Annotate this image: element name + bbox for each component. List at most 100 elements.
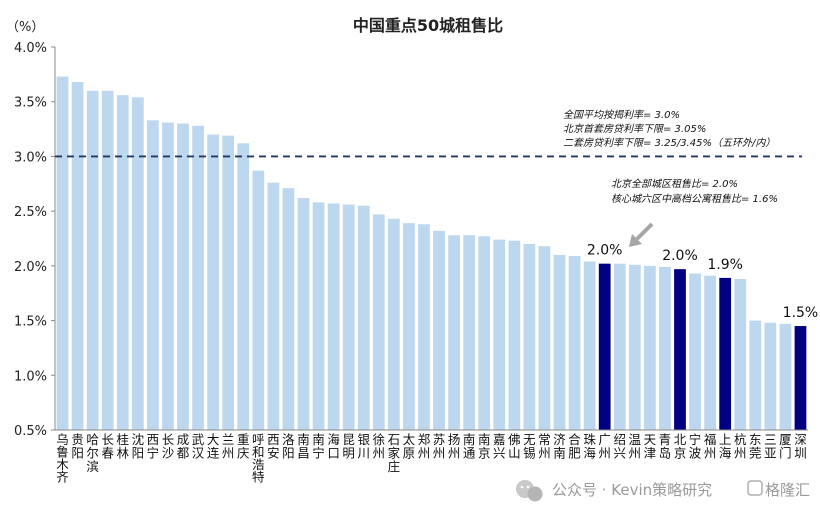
bar-东莞 xyxy=(749,320,762,430)
x-tick-label: 大连 xyxy=(207,432,220,461)
bar-常州 xyxy=(538,246,551,430)
x-tick-label: 杭州 xyxy=(734,432,747,461)
x-tick-label: 郑州 xyxy=(418,432,431,461)
logo-text: 格隆汇 xyxy=(765,481,810,499)
bar-大连 xyxy=(207,134,220,431)
x-tick-label: 徐州 xyxy=(373,432,386,461)
x-tick-label: 济南 xyxy=(553,432,566,461)
bar-昆明 xyxy=(342,204,355,430)
bar-三亚 xyxy=(764,322,777,430)
bar-佛山 xyxy=(508,240,521,430)
watermark: 公众号 · Kevin策略研究 格隆汇 xyxy=(516,480,810,502)
x-tick-label: 天津 xyxy=(644,432,657,461)
bar-福州 xyxy=(704,275,716,430)
bar-济南 xyxy=(553,254,566,430)
y-tick-label: 3.0% xyxy=(14,150,47,165)
x-tick-label: 沈阳 xyxy=(132,432,145,461)
x-tick-label: 宁波 xyxy=(689,432,702,461)
x-tick-label: 南京 xyxy=(478,432,491,461)
y-tick-label: 2.0% xyxy=(14,260,47,275)
x-tick-label: 呼和浩特 xyxy=(252,432,265,485)
bar-兰州 xyxy=(222,135,235,430)
bar-郑州 xyxy=(418,224,430,430)
watermark-text: 公众号 · Kevin策略研究 xyxy=(552,481,712,499)
bar-贵阳 xyxy=(71,82,84,431)
bar-宁波 xyxy=(689,273,701,430)
bar-徐州 xyxy=(372,214,385,430)
x-tick-label: 长沙 xyxy=(162,432,175,461)
x-tick-label: 合肥 xyxy=(568,432,581,461)
bar-series xyxy=(55,76,808,431)
bar-厦门 xyxy=(779,323,792,430)
bar-北京 xyxy=(674,269,686,430)
x-tick-label: 兰州 xyxy=(222,432,235,461)
x-tick-label: 重庆 xyxy=(237,432,250,461)
bar-太原 xyxy=(403,223,415,430)
y-axis-unit-label: （%） xyxy=(6,20,44,35)
x-tick-label: 东莞 xyxy=(749,432,762,461)
x-tick-label: 无锡 xyxy=(523,432,536,461)
x-tick-label: 佛山 xyxy=(508,432,521,461)
data-label-上海: 1.9% xyxy=(707,257,743,273)
y-tick-label: 3.5% xyxy=(14,96,47,111)
refline-annotation: 二套房贷利率下限= 3.25/3.45%（五环外/内） xyxy=(563,137,775,149)
beijing-annotation: 核心城六区中高档公寓租售比= 1.6% xyxy=(611,193,778,205)
beijing-annotation: 北京全部城区租售比= 2.0% xyxy=(611,178,738,190)
x-tick-label: 武汉 xyxy=(192,432,205,461)
bar-西安 xyxy=(267,182,280,430)
bar-沈阳 xyxy=(131,97,144,430)
chart-title: 中国重点50城租售比 xyxy=(353,16,503,35)
x-axis: 乌鲁木齐贵阳哈尔滨长春桂林沈阳西宁长沙成都武汉大连兰州重庆呼和浩特西安洛阳南昌南… xyxy=(56,432,806,485)
x-tick-label: 银川 xyxy=(357,432,370,461)
x-tick-label: 昆明 xyxy=(342,432,355,461)
x-tick-label: 贵阳 xyxy=(71,432,84,461)
bar-扬州 xyxy=(448,235,460,430)
x-tick-label: 北京 xyxy=(674,432,687,461)
bar-呼和浩特 xyxy=(252,170,265,430)
bar-上海 xyxy=(719,277,732,430)
bar-青岛 xyxy=(659,266,671,430)
data-label-广州: 2.0% xyxy=(587,243,623,259)
x-tick-label: 青岛 xyxy=(659,432,672,461)
x-tick-label: 洛阳 xyxy=(282,432,295,461)
data-labels: 2.0% 2.0% 1.9% 1.5% xyxy=(587,243,818,321)
bar-海口 xyxy=(327,203,340,430)
bar-珠海 xyxy=(583,261,596,430)
x-tick-label: 温州 xyxy=(629,432,642,461)
bar-武汉 xyxy=(192,125,204,430)
bar-广州 xyxy=(598,263,611,430)
data-label-深圳: 1.5% xyxy=(783,305,819,321)
y-axis: 0.5% 1.0% 1.5% 2.0% 2.5% 3.0% 3.5% 4.0% xyxy=(14,41,56,439)
x-tick-label: 海口 xyxy=(327,432,340,461)
bar-长春 xyxy=(101,90,114,431)
y-tick-label: 4.0% xyxy=(14,41,47,56)
x-tick-label: 珠海 xyxy=(583,432,596,461)
bar-长沙 xyxy=(162,122,174,430)
refline-annotation: 全国平均按揭利率= 3.0% xyxy=(563,109,680,121)
x-tick-label: 广州 xyxy=(598,432,611,461)
x-tick-label: 厦门 xyxy=(779,432,792,461)
x-tick-label: 南通 xyxy=(463,432,476,461)
arrow-icon xyxy=(635,222,654,241)
x-tick-label: 乌鲁木齐 xyxy=(56,432,69,485)
bar-南昌 xyxy=(297,198,310,430)
bar-绍兴 xyxy=(613,263,626,430)
bar-苏州 xyxy=(433,230,445,430)
bar-西宁 xyxy=(147,120,159,430)
bar-成都 xyxy=(177,123,189,430)
bar-石家庄 xyxy=(387,218,400,430)
bar-重庆 xyxy=(237,143,250,431)
x-tick-label: 苏州 xyxy=(433,432,446,461)
bar-嘉兴 xyxy=(493,239,506,430)
y-tick-label: 1.0% xyxy=(14,369,47,384)
bar-哈尔滨 xyxy=(86,90,99,431)
y-tick-label: 1.5% xyxy=(14,315,47,330)
x-tick-label: 桂林 xyxy=(117,432,130,461)
x-tick-label: 西安 xyxy=(267,432,280,461)
logo-badge-icon xyxy=(747,480,763,496)
bar-无锡 xyxy=(523,243,536,430)
x-tick-label: 成都 xyxy=(177,432,190,461)
x-tick-label: 三亚 xyxy=(764,432,777,461)
bar-洛阳 xyxy=(282,188,295,430)
